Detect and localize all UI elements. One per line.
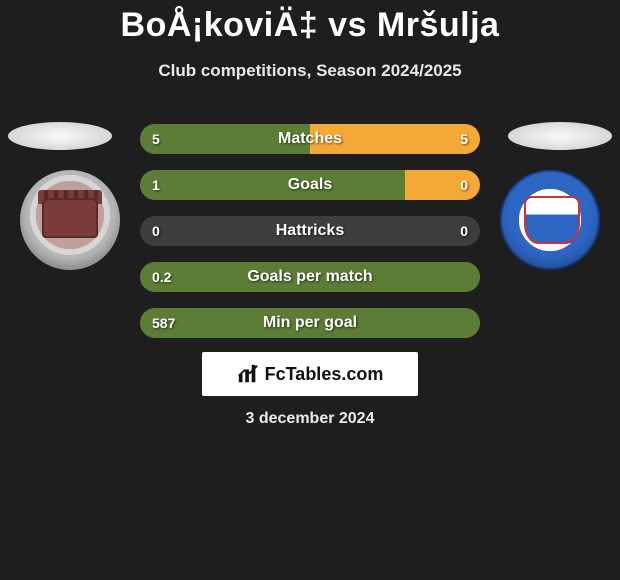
club-badge-left: [20, 170, 120, 270]
club-badge-right: [500, 170, 600, 270]
stat-right-segment: [405, 170, 480, 200]
stat-row: Min per goal587: [140, 308, 480, 338]
stats-area: Matches55 Goals10 Hattricks00 Goals per mat…: [140, 124, 480, 354]
infographic-root: BoÅ¡koviÄ‡ vs Mršulja Club competitions,…: [0, 0, 620, 580]
stat-row: Hattricks00: [140, 216, 480, 246]
subtitle: Club competitions, Season 2024/2025: [0, 61, 620, 81]
stat-left-segment: [140, 124, 310, 154]
branding-box: FcTables.com: [202, 352, 418, 396]
stat-left-segment: [140, 262, 480, 292]
stat-row: Goals per match0.2: [140, 262, 480, 292]
chart-icon: [237, 363, 259, 385]
player-placeholder-right: [508, 122, 612, 150]
page-title: BoÅ¡koviÄ‡ vs Mršulja: [0, 0, 620, 45]
stat-row-bg: [140, 216, 480, 246]
branding-label: FcTables.com: [265, 364, 384, 385]
stat-row: Matches55: [140, 124, 480, 154]
player-placeholder-left: [8, 122, 112, 150]
stat-right-segment: [310, 124, 480, 154]
stat-left-segment: [140, 308, 480, 338]
stat-left-segment: [140, 170, 405, 200]
stat-row: Goals10: [140, 170, 480, 200]
date-label: 3 december 2024: [0, 410, 620, 428]
